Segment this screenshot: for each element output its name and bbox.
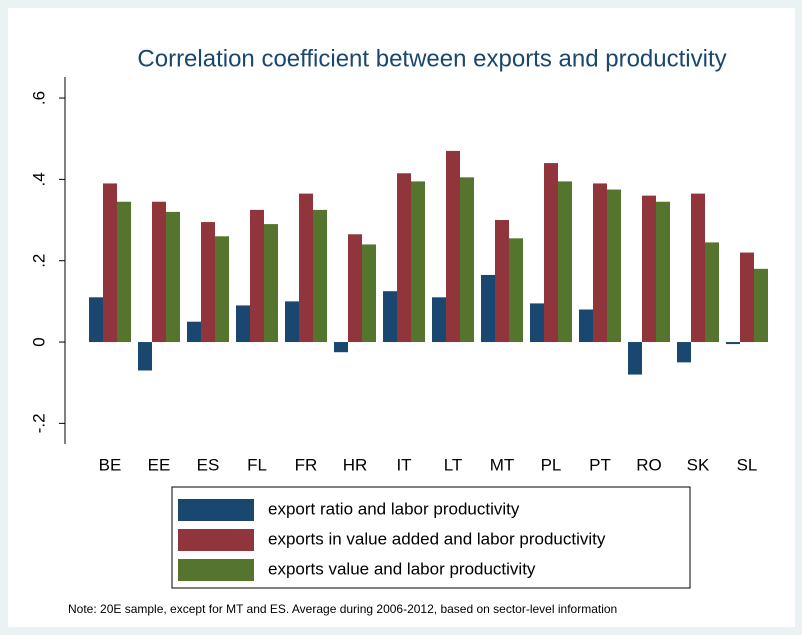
legend-label: export ratio and labor productivity bbox=[268, 499, 520, 518]
bar bbox=[103, 183, 117, 343]
x-tick-label: BE bbox=[99, 455, 122, 474]
bar bbox=[215, 236, 229, 343]
bar bbox=[432, 297, 446, 343]
bar bbox=[299, 193, 313, 343]
bar bbox=[558, 181, 572, 343]
bar bbox=[642, 195, 656, 343]
y-tick-label: .6 bbox=[29, 91, 48, 105]
x-tick-label: IT bbox=[396, 455, 411, 474]
bar bbox=[677, 342, 691, 363]
bar bbox=[628, 342, 642, 375]
bar bbox=[705, 242, 719, 343]
bar bbox=[117, 201, 131, 343]
bar bbox=[593, 183, 607, 343]
bar bbox=[656, 201, 670, 343]
bar bbox=[530, 303, 544, 343]
bar bbox=[579, 309, 593, 343]
legend-swatch bbox=[178, 529, 254, 551]
bar bbox=[481, 274, 495, 343]
bar bbox=[285, 301, 299, 343]
bar bbox=[236, 305, 250, 343]
bar bbox=[726, 342, 740, 345]
bar bbox=[495, 220, 509, 343]
legend-swatch bbox=[178, 499, 254, 521]
x-tick-label: RO bbox=[636, 455, 662, 474]
bar bbox=[187, 321, 201, 343]
bar bbox=[348, 234, 362, 343]
x-tick-label: SK bbox=[687, 455, 710, 474]
bar bbox=[607, 189, 621, 343]
legend-label: exports value and labor productivity bbox=[268, 559, 536, 578]
x-tick-label: FL bbox=[247, 455, 267, 474]
legend-swatch bbox=[178, 559, 254, 581]
bar bbox=[383, 291, 397, 343]
legend-label: exports in value added and labor product… bbox=[268, 529, 606, 548]
bar bbox=[334, 342, 348, 353]
y-tick-label: .4 bbox=[29, 172, 48, 186]
y-tick-label: -.2 bbox=[29, 413, 48, 433]
bar bbox=[411, 181, 425, 343]
y-tick-label: .2 bbox=[29, 254, 48, 268]
bar bbox=[313, 209, 327, 343]
bar bbox=[201, 222, 215, 343]
bar bbox=[362, 244, 376, 343]
bar bbox=[166, 211, 180, 343]
x-tick-label: PT bbox=[589, 455, 611, 474]
bar bbox=[264, 224, 278, 343]
bar bbox=[460, 177, 474, 343]
x-tick-label: EE bbox=[148, 455, 171, 474]
bar bbox=[754, 268, 768, 343]
bar bbox=[152, 201, 166, 343]
bar bbox=[740, 252, 754, 343]
bar bbox=[138, 342, 152, 371]
bar bbox=[446, 150, 460, 343]
y-tick-label: 0 bbox=[29, 337, 48, 346]
legend bbox=[171, 486, 691, 589]
x-tick-label: MT bbox=[490, 455, 515, 474]
x-tick-label: LT bbox=[444, 455, 463, 474]
bar bbox=[544, 163, 558, 343]
x-tick-label: PL bbox=[541, 455, 562, 474]
x-tick-label: FR bbox=[295, 455, 318, 474]
x-tick-label: SL bbox=[737, 455, 758, 474]
bar bbox=[509, 238, 523, 343]
bar bbox=[397, 173, 411, 343]
bar bbox=[250, 209, 264, 343]
x-tick-label: HR bbox=[343, 455, 368, 474]
bar bbox=[691, 193, 705, 343]
x-tick-label: ES bbox=[197, 455, 220, 474]
chart-title: Correlation coefficient between exports … bbox=[137, 45, 726, 72]
note: Note: 20E sample, except for MT and ES. … bbox=[68, 602, 617, 616]
bar bbox=[89, 297, 103, 343]
